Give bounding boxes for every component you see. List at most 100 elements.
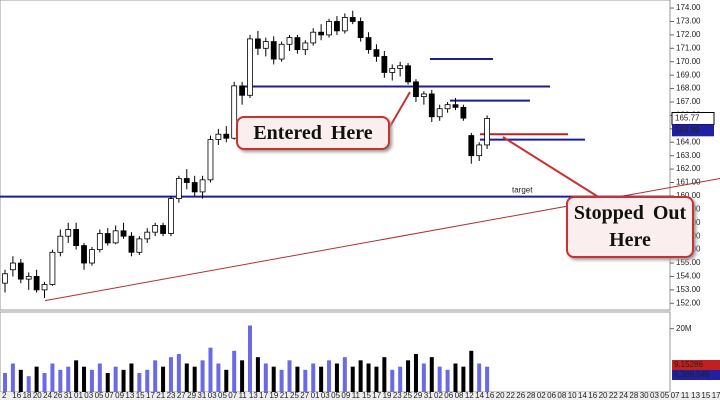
x-tick-label: 24 [43,391,52,400]
candle-body [428,93,435,118]
last-price-label: 165.77 [675,114,700,123]
candle-body [436,108,443,118]
candle-body [41,284,48,291]
volume-bar [232,350,237,392]
candle-body [247,38,253,96]
x-tick-label: 30 [640,391,649,400]
x-tick-label: 23 [393,391,402,400]
volume-bar [42,373,47,392]
candle-body [468,135,475,157]
volume-bar [255,357,260,392]
candle-body [223,133,230,139]
volume-bar [287,360,292,392]
y-tick-label: 163.00 [676,151,701,160]
candle-body [33,276,40,291]
volume-bar [319,366,324,392]
x-tick-label: 05 [660,391,669,400]
x-tick-label: 05 [95,391,104,400]
candle-body [278,43,285,60]
candle-body [168,198,174,234]
volume-bar [279,369,284,392]
volume-bar [208,347,213,392]
x-tick-label: 28 [629,391,638,400]
candle-body [452,104,459,108]
x-tick-label: 07 [105,391,114,400]
x-tick-label: 27 [300,391,309,400]
x-tick-label: 01 [311,391,320,400]
x-tick-label: 22 [609,391,618,400]
candle-body [334,21,340,32]
volume-bar [469,350,474,392]
candle-body [413,81,419,98]
candle-body [405,65,411,83]
x-tick-label: 06 [444,391,453,400]
y-tick-label: 161.00 [676,178,701,187]
volume-bar [66,366,71,392]
x-tick-label: 02 [434,391,443,400]
y-tick-label: 152.00 [676,298,701,307]
x-tick-label: 07 [228,391,237,400]
volume-bar [10,363,15,392]
candle-body [183,178,190,183]
volume-bar [445,369,450,392]
x-tick-label: 28 [527,391,536,400]
x-tick-label: 03 [208,391,217,400]
volume-bar [105,373,110,392]
x-tick-label: 07 [671,391,680,400]
y-tick-label: 162.00 [676,164,701,173]
volume-bar [398,366,403,392]
candle-body [120,230,127,237]
candle-body [310,31,317,44]
candle-body [373,49,380,57]
y-tick-label: 168.00 [676,84,701,93]
arrow [387,91,411,131]
x-tick-label: 16 [588,391,597,400]
x-tick-label: 01 [74,391,83,400]
y-tick-label: 172.00 [676,30,701,39]
volume-bar [153,360,158,392]
candle-body [49,251,56,285]
candle-body [262,41,269,49]
y-tick-label: 174.00 [676,3,701,12]
candle-body [2,273,8,284]
volume-bar [342,357,347,392]
callout-stopped: Stopped Out Here [566,196,694,258]
candle-body [160,225,166,234]
x-tick-label: 26 [53,391,62,400]
x-tick-label: 13 [249,391,258,400]
volume-bar [3,373,7,392]
x-tick-label: 11 [352,391,361,400]
y-tick-label: 154.00 [676,272,701,281]
x-tick-label: 29 [413,391,422,400]
candle-body [294,37,301,51]
volume-bar [200,360,205,392]
volume-bar [390,369,395,392]
y-tick-label: 173.00 [676,17,701,26]
x-tick-label: 03 [321,391,330,400]
volume-bar [295,366,300,392]
volume-label: 6,388,549 [674,370,710,379]
volume-bar [374,366,379,392]
volume-bar [366,363,371,392]
candle-body [365,37,372,51]
candle-body [302,42,309,51]
x-tick-label: 16 [485,391,494,400]
x-tick-label: 10 [568,391,577,400]
candle-body [152,225,159,233]
candle-body [341,17,348,32]
x-tick-label: 15 [701,391,710,400]
volume-bar [303,369,308,392]
volume-bar [50,363,55,392]
candle-body [144,231,151,240]
volume-bar [248,325,252,392]
volume-bar [137,373,142,392]
candle-body [207,139,214,181]
y-tick-label: 153.00 [676,285,701,294]
callout-entered: Entered Here [236,116,390,150]
volume-bar [176,354,181,392]
volume-bar [74,360,79,392]
candle-body [128,235,135,253]
candle-body [349,17,356,22]
candle-body [460,106,467,119]
